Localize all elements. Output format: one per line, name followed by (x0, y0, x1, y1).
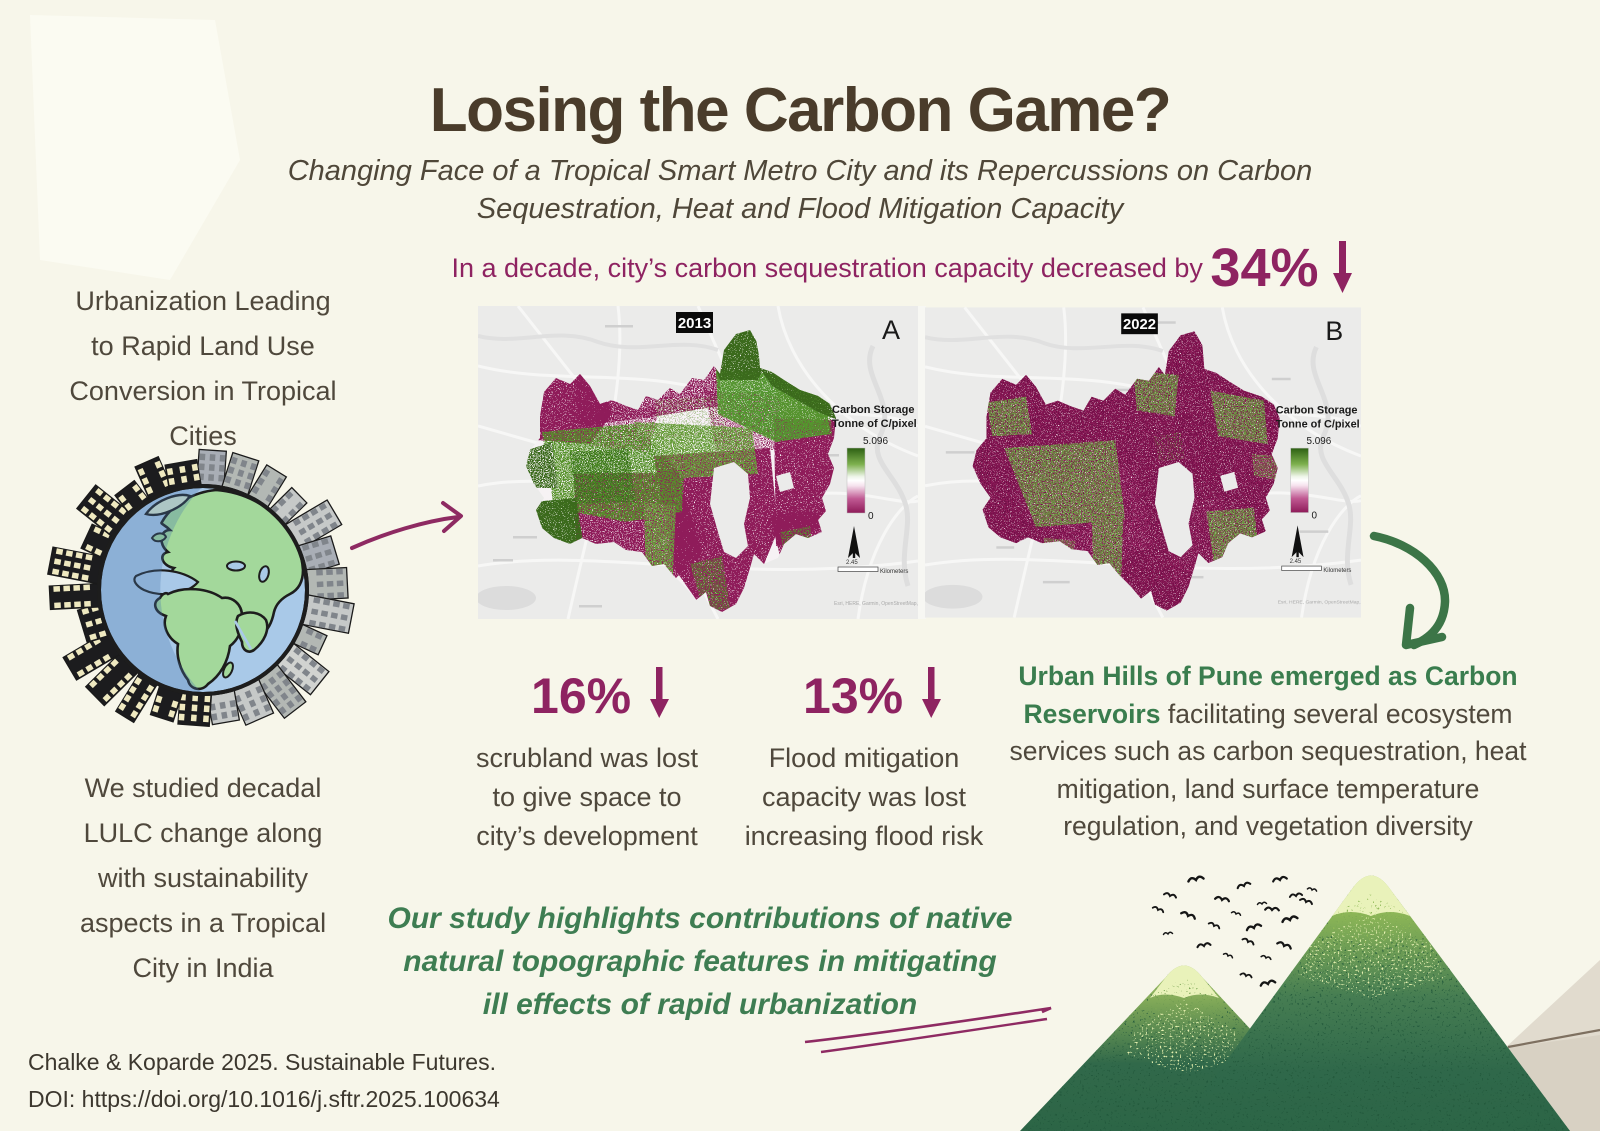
svg-text:Kilometers: Kilometers (1323, 568, 1351, 574)
svg-text:0: 0 (868, 511, 874, 522)
svg-text:0: 0 (1311, 510, 1317, 521)
svg-text:2.45: 2.45 (1290, 559, 1302, 565)
svg-text:Tonne of C/pixel: Tonne of C/pixel (832, 418, 917, 430)
svg-text:2013: 2013 (678, 315, 711, 332)
svg-text:5.096: 5.096 (1307, 436, 1332, 447)
svg-text:Carbon Storage: Carbon Storage (832, 404, 915, 416)
svg-text:2.45: 2.45 (846, 560, 858, 566)
svg-text:2022: 2022 (1123, 317, 1156, 333)
svg-text:Esri, HERE, Garmin, OpenStreet: Esri, HERE, Garmin, OpenStreetMap, USGS (834, 601, 918, 607)
svg-text:Carbon Storage: Carbon Storage (1276, 404, 1358, 416)
svg-text:Kilometers: Kilometers (880, 569, 908, 575)
svg-text:B: B (1325, 316, 1343, 346)
svg-text:Esri, HERE, Garmin, OpenStreet: Esri, HERE, Garmin, OpenStreetMap, USGS (1278, 600, 1361, 606)
svg-text:Tonne of C/pixel: Tonne of C/pixel (1276, 418, 1360, 430)
svg-text:5.096: 5.096 (863, 436, 888, 447)
svg-text:A: A (882, 315, 900, 345)
